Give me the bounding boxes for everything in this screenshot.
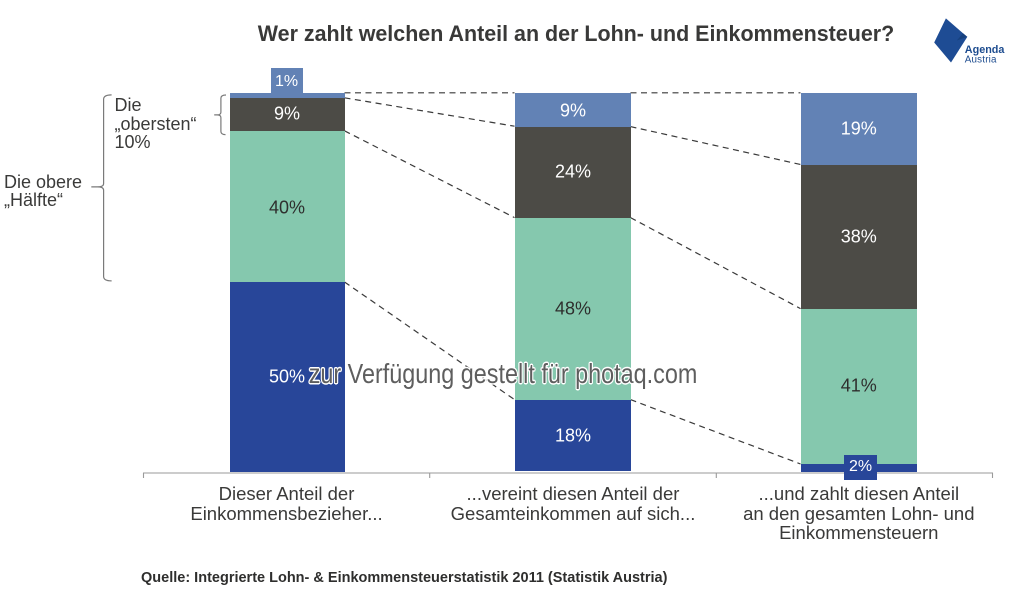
svg-text:Austria: Austria bbox=[965, 54, 997, 65]
svg-text:Agenda: Agenda bbox=[965, 44, 1006, 56]
